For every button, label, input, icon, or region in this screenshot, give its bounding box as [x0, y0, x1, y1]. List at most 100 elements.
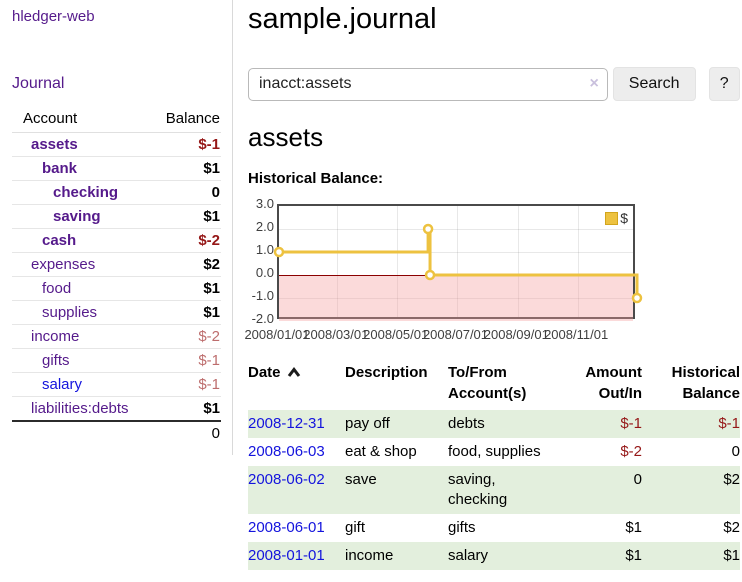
sidebar-account-link[interactable]: cash [42, 232, 77, 249]
gridline [517, 206, 519, 317]
account-balance: $-1 [145, 372, 221, 397]
register-accounts: debts [448, 415, 485, 432]
register-description: income [345, 547, 394, 564]
clear-search-icon[interactable]: × [589, 74, 599, 92]
accounts-total-row: 0 [12, 420, 221, 445]
x-axis-tick-label: 2008/09/01 [483, 327, 549, 342]
chart-title: Historical Balance: [248, 170, 384, 187]
accounts-table: Account Balance assets $-1 bank $1 checking 0… [12, 107, 221, 445]
register-accounts: saving, checking [448, 471, 508, 508]
y-axis-tick-label: -1.0 [251, 288, 274, 303]
account-balance: $1 [145, 156, 221, 181]
account-balance: $-1 [145, 348, 221, 373]
register-balance: $1 [723, 547, 740, 564]
register-row: 2008-06-03 eat & shop food, supplies $-2 0 [248, 438, 740, 466]
data-point-marker [631, 292, 643, 304]
accounts-col-header-balance: Balance [145, 107, 221, 133]
sidebar-account-link[interactable]: food [42, 280, 72, 297]
y-axis-tick-label: 2.0 [255, 219, 274, 234]
chart-plot-area[interactable]: $ [273, 204, 643, 321]
app-title-link[interactable]: hledger-web [12, 8, 95, 25]
gridline [337, 206, 339, 317]
sidebar-account-link[interactable]: gifts [42, 352, 70, 369]
legend-label: $ [620, 210, 628, 226]
sidebar: hledger-web Journal Account Balance asse… [0, 0, 233, 455]
negative-region-fill [279, 275, 633, 321]
register-description: eat & shop [345, 443, 417, 460]
account-balance: $1 [145, 396, 221, 421]
accounts-total-value: 0 [145, 420, 221, 445]
sidebar-account-link[interactable]: bank [42, 160, 78, 177]
x-axis-tick-label: 2008/07/01 [422, 327, 489, 342]
register-description: pay off [345, 415, 390, 432]
data-point-marker [422, 223, 434, 235]
register-description: gift [345, 519, 366, 536]
gridline [457, 206, 458, 317]
register-amount: $1 [625, 519, 642, 536]
sidebar-account-link[interactable]: supplies [42, 304, 98, 321]
help-button[interactable]: ? [708, 67, 740, 101]
x-axis-tick-label: 2008/01/01 [244, 327, 310, 342]
register-table: Date Description To/From Account(s) Amou… [248, 359, 740, 570]
register-col-description: Description [345, 364, 428, 381]
account-row: checking 0 [12, 180, 221, 205]
register-row: 2008-06-01 gift gifts $1 $2 [248, 514, 740, 542]
y-axis-tick-label: 3.0 [255, 196, 274, 211]
account-balance: $1 [145, 276, 221, 301]
register-col-date[interactable]: Date [248, 359, 345, 410]
account-row: salary $-1 [12, 372, 221, 397]
account-balance: $1 [145, 204, 221, 229]
account-row: food $1 [12, 276, 221, 301]
search-input[interactable] [248, 67, 608, 101]
y-axis-tick-label: 0.0 [255, 265, 274, 280]
sidebar-account-link[interactable]: checking [53, 184, 119, 201]
x-axis-tick-label: 2008/11/01 [544, 327, 609, 342]
account-row: liabilities:debts $1 [12, 396, 221, 421]
account-row: supplies $1 [12, 300, 221, 325]
sidebar-account-link[interactable]: saving [53, 208, 101, 225]
gridline [397, 206, 399, 317]
register-accounts: gifts [448, 519, 476, 536]
data-point-marker [424, 269, 436, 281]
register-date-link[interactable]: 2008-06-01 [248, 519, 325, 536]
gridline [279, 251, 633, 253]
register-amount: 0 [633, 471, 642, 488]
sidebar-account-link[interactable]: liabilities:debts [31, 400, 129, 417]
sidebar-account-link[interactable]: income [31, 328, 80, 345]
register-row: 2008-12-31 pay off debts $-1 $-1 [248, 410, 740, 438]
register-col-amount: Amount Out/In [585, 364, 642, 402]
sidebar-item-journal[interactable]: Journal [12, 75, 65, 92]
y-axis-tick-label: 1.0 [255, 242, 274, 257]
account-row: gifts $-1 [12, 348, 221, 373]
account-balance: $-1 [198, 136, 220, 153]
register-col-accounts: To/From Account(s) [448, 364, 527, 402]
register-accounts: salary [448, 547, 489, 564]
account-row: expenses $2 [12, 252, 221, 277]
sidebar-account-link[interactable]: assets [31, 136, 78, 153]
register-balance: $2 [723, 519, 740, 536]
search-bar: × Search ? [248, 67, 740, 101]
sidebar-account-link[interactable]: salary [42, 376, 83, 393]
balance-chart: $ 3.0 2.0 1.0 0.0 -1.0 -2.0 2008/01/01 2008/03/… [244, 196, 740, 344]
chart-legend: $ [605, 210, 628, 226]
register-description: save [345, 471, 377, 488]
register-date-link[interactable]: 2008-01-01 [248, 547, 325, 564]
account-balance: $1 [145, 300, 221, 325]
register-balance: $2 [723, 471, 740, 488]
x-axis-tick-label: 2008/05/01 [363, 327, 429, 342]
page-title: sample.journal [248, 3, 437, 35]
gridline [279, 228, 633, 230]
register-amount: $-1 [620, 415, 642, 432]
account-balance: 0 [145, 180, 221, 205]
accounts-col-header-account: Account [12, 107, 146, 133]
search-button[interactable]: Search [612, 67, 696, 101]
main-content: sample.journal × Search ? assets Histori… [244, 0, 740, 570]
register-date-link[interactable]: 2008-06-03 [248, 443, 325, 460]
register-row: 2008-01-01 income salary $1 $1 [248, 542, 740, 570]
register-balance: 0 [731, 443, 740, 460]
register-date-link[interactable]: 2008-06-02 [248, 471, 325, 488]
sidebar-account-link[interactable]: expenses [31, 256, 96, 273]
account-balance: $-2 [145, 324, 221, 349]
account-row: cash $-2 [12, 228, 221, 253]
register-date-link[interactable]: 2008-12-31 [248, 415, 325, 432]
